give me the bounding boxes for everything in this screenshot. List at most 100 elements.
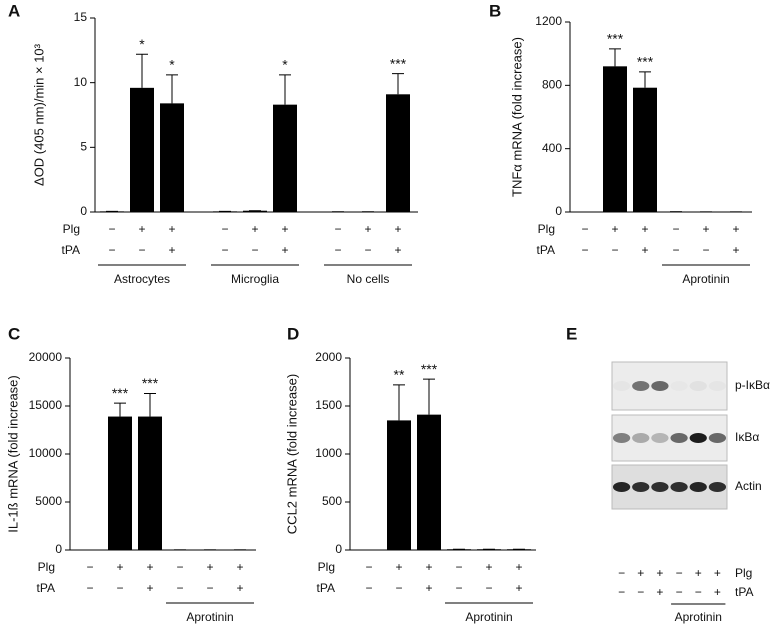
condition-sign: −: [86, 560, 93, 574]
y-tick-label: 20000: [29, 350, 63, 364]
blot-band: [613, 381, 630, 391]
y-axis-label: ΔOD (405 nm)/min × 10³: [31, 43, 46, 186]
condition-sign: +: [695, 566, 702, 580]
significance-label: *: [282, 57, 288, 73]
significance-label: ***: [421, 361, 438, 377]
blot-band: [708, 482, 727, 492]
y-tick-label: 1000: [315, 446, 342, 460]
condition-sign: −: [108, 222, 115, 236]
blot-strip: [611, 414, 728, 462]
condition-sign: −: [455, 581, 462, 595]
blot-band: [651, 381, 669, 391]
condition-sign: −: [672, 222, 679, 236]
condition-sign: −: [581, 222, 588, 236]
blot-band: [689, 381, 707, 391]
row-label: tPA: [735, 585, 753, 599]
blot-band: [632, 482, 650, 492]
y-tick-label: 10000: [29, 446, 63, 460]
condition-sign: −: [221, 243, 228, 257]
condition-sign: +: [485, 560, 492, 574]
band-label: IκBα: [735, 430, 759, 444]
y-tick-label: 800: [542, 78, 562, 92]
bar: [130, 87, 154, 212]
condition-sign: −: [637, 585, 644, 599]
y-tick-label: 0: [55, 542, 62, 556]
band-label: p-IκBα: [735, 378, 770, 392]
condition-sign: +: [702, 222, 709, 236]
blot-band: [709, 381, 726, 391]
panel-label: D: [287, 324, 299, 343]
condition-sign: +: [395, 560, 402, 574]
bar: [633, 87, 657, 212]
condition-sign: +: [641, 222, 648, 236]
row-label: tPA: [317, 581, 335, 595]
condition-sign: +: [168, 243, 175, 257]
y-tick-label: 0: [80, 204, 87, 218]
error-bar: [423, 378, 435, 415]
condition-sign: +: [138, 222, 145, 236]
row-label: Plg: [63, 222, 80, 236]
condition-sign: +: [641, 243, 648, 257]
condition-sign: +: [656, 585, 663, 599]
blot-strip: [611, 464, 728, 510]
bar: [108, 416, 132, 550]
condition-sign: +: [637, 566, 644, 580]
row-label: Plg: [538, 222, 555, 236]
condition-sign: +: [146, 581, 153, 595]
group-label: Astrocytes: [114, 272, 170, 286]
error-bar: [279, 74, 291, 105]
condition-sign: −: [364, 243, 371, 257]
condition-sign: −: [365, 560, 372, 574]
y-tick-label: 10: [74, 75, 88, 89]
band-label: Actin: [735, 479, 762, 493]
condition-sign: +: [281, 222, 288, 236]
condition-sign: +: [425, 560, 432, 574]
condition-sign: −: [395, 581, 402, 595]
row-label: Plg: [735, 566, 752, 580]
bar: [243, 210, 267, 212]
blot-band: [632, 433, 650, 443]
blot-band: [689, 482, 707, 492]
condition-sign: +: [656, 566, 663, 580]
condition-sign: −: [176, 560, 183, 574]
condition-sign: −: [676, 585, 683, 599]
condition-sign: +: [364, 222, 371, 236]
bar: [387, 420, 411, 550]
y-axis-label: IL-1ß mRNA (fold increase): [5, 375, 20, 533]
blot-band: [689, 433, 707, 443]
row-label: tPA: [37, 581, 55, 595]
condition-sign: −: [485, 581, 492, 595]
row-label: Plg: [38, 560, 55, 574]
group-label: Microglia: [231, 272, 279, 286]
bar: [138, 416, 162, 550]
condition-sign: −: [672, 243, 679, 257]
condition-sign: −: [206, 581, 213, 595]
condition-sign: +: [394, 243, 401, 257]
condition-sign: −: [334, 222, 341, 236]
condition-sign: −: [116, 581, 123, 595]
panel-label: C: [8, 324, 20, 343]
y-tick-label: 5: [80, 140, 87, 154]
y-axis-label: CCL2 mRNA (fold increase): [284, 374, 299, 534]
y-tick-label: 2000: [315, 350, 342, 364]
bar: [273, 104, 297, 212]
error-bar: [144, 393, 156, 417]
y-tick-label: 15000: [29, 398, 63, 412]
condition-sign: −: [334, 243, 341, 257]
row-label: tPA: [537, 243, 555, 257]
condition-sign: +: [394, 222, 401, 236]
condition-sign: +: [281, 243, 288, 257]
bar: [160, 103, 184, 212]
panel-label: B: [489, 1, 501, 20]
condition-sign: −: [251, 243, 258, 257]
condition-sign: +: [515, 560, 522, 574]
y-tick-label: 0: [335, 542, 342, 556]
condition-sign: −: [618, 585, 625, 599]
error-bar: [136, 53, 148, 88]
condition-sign: −: [581, 243, 588, 257]
condition-sign: −: [365, 581, 372, 595]
blot-band: [651, 433, 669, 443]
blot-band: [612, 433, 631, 443]
condition-sign: +: [611, 222, 618, 236]
